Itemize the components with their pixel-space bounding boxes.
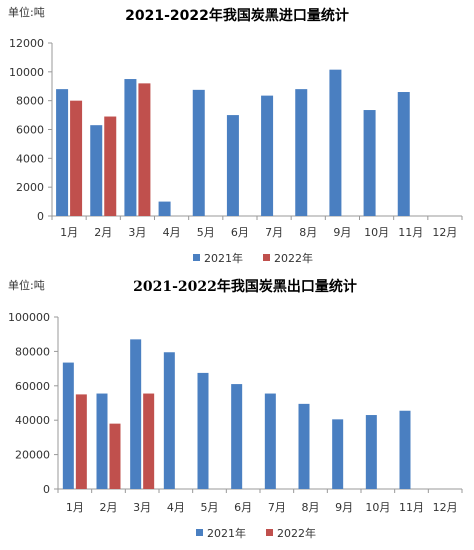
x-tick-label: 11月 — [399, 501, 424, 514]
bar — [90, 125, 103, 216]
legend-swatch — [196, 529, 203, 536]
bar — [124, 79, 137, 217]
legend-label: 2021年 — [207, 526, 246, 540]
bar — [264, 393, 276, 489]
bar — [130, 339, 142, 489]
x-tick-label: 8月 — [299, 226, 317, 239]
x-tick-label: 5月 — [197, 226, 215, 239]
x-tick-label: 7月 — [265, 226, 283, 239]
bar — [158, 201, 171, 216]
bar — [163, 352, 175, 489]
bar — [70, 100, 83, 216]
bar — [109, 423, 121, 489]
bar — [197, 372, 209, 489]
unit-label: 单位:吨 — [8, 278, 45, 292]
y-tick-label: 6000 — [16, 124, 44, 137]
bar — [363, 110, 376, 216]
x-tick-label: 12月 — [433, 501, 458, 514]
export-chart: 单位:吨 2021-2022年我国炭黑出口量统计 0 20000 40000 6000… — [8, 278, 463, 540]
x-tick-label: 11月 — [398, 226, 423, 239]
y-tick-label: 12000 — [9, 37, 44, 50]
bar — [397, 92, 410, 216]
x-tick-label: 12月 — [432, 226, 457, 239]
bar — [295, 89, 308, 216]
y-tick-label: 2000 — [16, 181, 44, 194]
chart-title: 2021-2022年我国炭黑进口量统计 — [125, 7, 349, 24]
bar — [332, 419, 344, 489]
x-tick-label: 6月 — [234, 501, 252, 514]
y-tick-label: 100000 — [8, 311, 50, 324]
bar — [56, 89, 69, 216]
y-tick-label: 40000 — [15, 414, 50, 427]
bar — [231, 384, 243, 489]
y-tick-label: 4000 — [16, 152, 44, 165]
y-tick-label: 20000 — [15, 449, 50, 462]
bar — [75, 394, 87, 489]
y-tick-label: 10000 — [9, 66, 44, 79]
y-tick-label: 8000 — [16, 95, 44, 108]
bars — [62, 339, 411, 489]
bar — [261, 95, 274, 216]
import-chart: 单位:吨 2021-2022年我国炭黑进口量统计 0 2000 4000 6000 80… — [8, 5, 463, 265]
bar — [399, 410, 411, 489]
x-tick-label: 4月 — [163, 226, 181, 239]
x-axis: 1月 2月 3月 4月 5月 6月 7月 8月 9月 10月 11月 12月 — [51, 215, 463, 239]
x-tick-label: 4月 — [167, 501, 185, 514]
bar — [62, 362, 74, 489]
x-tick-label: 8月 — [302, 501, 320, 514]
x-tick-label: 7月 — [268, 501, 286, 514]
bar — [104, 116, 117, 216]
x-tick-label: 2月 — [100, 501, 118, 514]
x-tick-label: 9月 — [335, 501, 353, 514]
legend-swatch — [263, 254, 270, 261]
x-tick-label: 10月 — [364, 226, 389, 239]
x-tick-label: 5月 — [201, 501, 219, 514]
y-tick-label: 80000 — [15, 345, 50, 358]
x-tick-label: 10月 — [365, 501, 390, 514]
y-tick-label: 0 — [43, 483, 50, 496]
legend-label: 2022年 — [274, 251, 313, 265]
legend-label: 2021年 — [204, 251, 243, 265]
y-axis: 0 2000 4000 6000 8000 10000 12000 — [9, 37, 53, 223]
x-tick-label: 1月 — [60, 226, 78, 239]
bars — [56, 69, 410, 217]
chart-title: 2021-2022年我国炭黑出口量统计 — [133, 278, 357, 295]
y-tick-label: 0 — [37, 210, 44, 223]
bar — [298, 403, 310, 489]
x-axis: 1月 2月 3月 4月 5月 6月 7月 8月 9月 10月 11月 12月 — [57, 488, 463, 514]
x-tick-label: 6月 — [231, 226, 249, 239]
bar — [96, 393, 108, 489]
bar — [329, 69, 342, 216]
unit-label: 单位:吨 — [8, 5, 45, 19]
x-tick-label: 1月 — [66, 501, 84, 514]
y-tick-label: 60000 — [15, 380, 50, 393]
x-tick-label: 3月 — [128, 226, 146, 239]
bar — [365, 415, 377, 489]
bar — [226, 115, 239, 216]
x-tick-label: 2月 — [94, 226, 112, 239]
bar — [143, 393, 155, 489]
legend-swatch — [193, 254, 200, 261]
bar — [192, 89, 205, 216]
x-tick-label: 9月 — [333, 226, 351, 239]
legend-swatch — [266, 529, 273, 536]
legend-label: 2022年 — [277, 526, 316, 540]
bar — [138, 83, 151, 216]
x-tick-label: 3月 — [133, 501, 151, 514]
y-axis: 0 20000 40000 60000 80000 100000 — [8, 311, 59, 496]
legend: 2021年 2022年 — [196, 526, 316, 540]
legend: 2021年 2022年 — [193, 251, 313, 265]
